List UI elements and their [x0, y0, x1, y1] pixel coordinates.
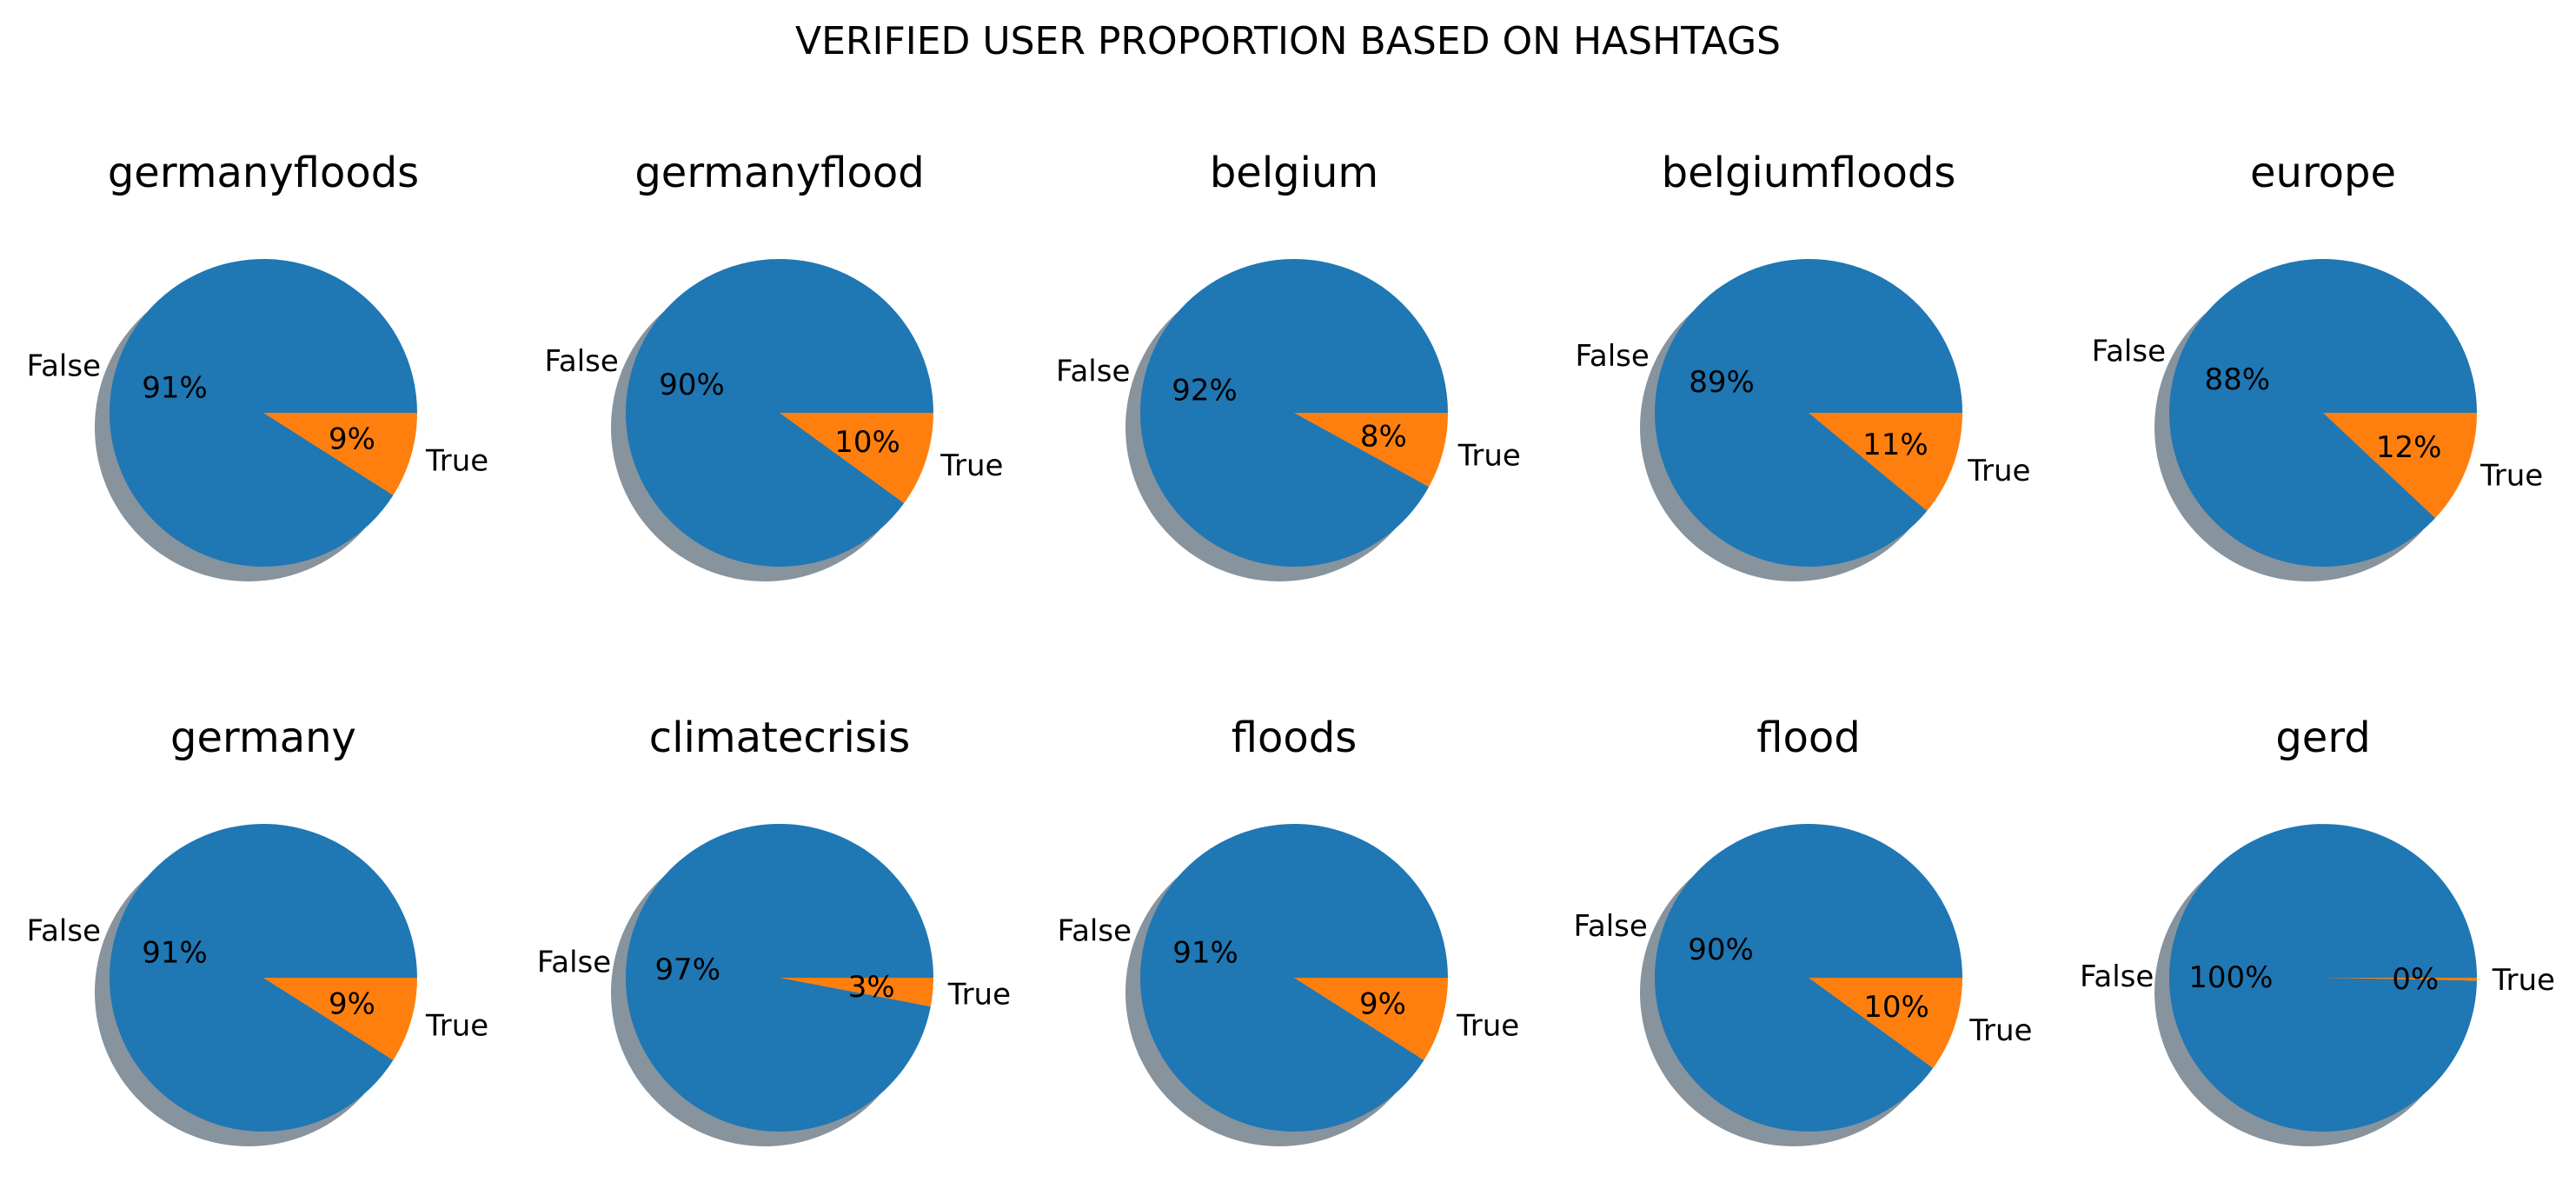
pie-chart-flood: flood False 90% True 10%: [1573, 714, 2032, 1146]
pie-slice-false: [625, 823, 933, 1132]
pie-slice-false: [626, 259, 933, 568]
subplot-title: europe: [2250, 149, 2396, 197]
slice-label: False: [1058, 914, 1132, 949]
pie-slice-true: [263, 978, 418, 1060]
slice-label: False: [2080, 959, 2154, 994]
pie-chart-germanyflood: germanyflood False 90% True 10%: [544, 149, 1003, 581]
percent-label: 88%: [2205, 362, 2271, 397]
subplot-title: gerd: [2275, 714, 2370, 762]
subplot-title: germany: [170, 714, 356, 762]
percent-label: 91%: [142, 370, 208, 405]
slice-label: False: [1573, 909, 1647, 944]
slice-label: True: [939, 448, 1003, 483]
pie-slice-false: [2169, 258, 2477, 567]
slice-label: False: [544, 344, 618, 379]
percent-label: 91%: [142, 935, 208, 970]
pie-slice-true: [780, 978, 933, 1007]
percent-label: 97%: [655, 953, 721, 987]
pie-chart-belgium: belgium False 92% True 8%: [1056, 149, 1521, 581]
pie-slice-false: [1654, 824, 1962, 1132]
pie-slice-false: [1654, 258, 1962, 567]
percent-label: 9%: [329, 987, 375, 1022]
percent-label: 12%: [2376, 430, 2442, 465]
percent-label: 90%: [659, 368, 725, 402]
pie-slice-true: [1294, 413, 1448, 488]
subplot-title: flood: [1756, 714, 1860, 762]
pie-chart-belgiumfloods: belgiumfloods False 89% True 11%: [1575, 149, 2030, 581]
pie-chart-germanyfloods: germanyfloods False 91% True 9%: [27, 149, 488, 581]
subplot-title: climatecrisis: [649, 714, 910, 762]
pie-slice-true: [1809, 978, 1962, 1069]
percent-label: 0%: [2392, 962, 2439, 997]
slice-label: False: [27, 914, 101, 949]
slice-label: True: [2480, 459, 2543, 494]
slice-label: True: [1967, 454, 2030, 488]
slice-label: True: [2492, 963, 2555, 998]
slice-label: True: [425, 1008, 488, 1043]
pie-slice-true: [263, 413, 417, 495]
pie-slice-false: [110, 824, 417, 1132]
pie-slice-false: [1139, 824, 1448, 1132]
pie-chart-gerd: gerd False 100% True 0%: [2080, 714, 2555, 1146]
subplot-title: belgium: [1210, 149, 1378, 197]
pie-slice-true: [2323, 413, 2477, 519]
pie-chart-climatecrisis: climatecrisis False 97% True 3%: [537, 714, 1011, 1146]
slice-label: False: [1056, 355, 1130, 389]
slice-label: True: [1456, 1008, 1519, 1043]
pie-slice-false: [2168, 824, 2477, 1132]
percent-label: 100%: [2188, 960, 2273, 995]
subplot-title: floods: [1232, 714, 1357, 762]
slice-label: True: [1457, 438, 1521, 473]
pie-slice-true: [780, 413, 933, 504]
slice-label: False: [27, 349, 101, 384]
pie-slice-false: [110, 259, 417, 568]
percent-label: 89%: [1689, 365, 1755, 400]
percent-label: 10%: [1863, 990, 1929, 1025]
subplot-title: belgiumfloods: [1662, 149, 1956, 197]
pie-chart-europe: europe False 88% True 12%: [2092, 149, 2543, 581]
pie-chart-germany: germany False 91% True 9%: [27, 714, 488, 1146]
slice-label: False: [2092, 334, 2166, 368]
pie-chart-floods: floods False 91% True 9%: [1058, 714, 1519, 1146]
percent-label: 9%: [1359, 987, 1406, 1022]
chart-title: VERIFIED USER PROPORTION BASED ON HASHTA…: [795, 19, 1781, 63]
percent-label: 92%: [1172, 374, 1238, 408]
slice-label: False: [1575, 339, 1649, 374]
pie-slice-false: [1140, 259, 1448, 568]
pie-slice-true: [2323, 978, 2477, 981]
slice-label: True: [947, 977, 1011, 1012]
percent-label: 91%: [1172, 935, 1238, 970]
pie-slice-true: [1809, 413, 1962, 511]
percent-label: 90%: [1688, 933, 1754, 967]
percent-label: 3%: [848, 970, 895, 1005]
pie-slice-true: [1294, 978, 1448, 1060]
slice-label: True: [1969, 1013, 2032, 1048]
percent-label: 9%: [329, 422, 375, 457]
percent-label: 11%: [1862, 428, 1929, 462]
slice-label: True: [425, 443, 488, 478]
slice-label: False: [537, 946, 611, 980]
subplot-title: germanyflood: [634, 149, 924, 197]
percent-label: 10%: [834, 425, 900, 460]
subplot-title: germanyfloods: [108, 149, 419, 197]
percent-label: 8%: [1360, 419, 1407, 454]
